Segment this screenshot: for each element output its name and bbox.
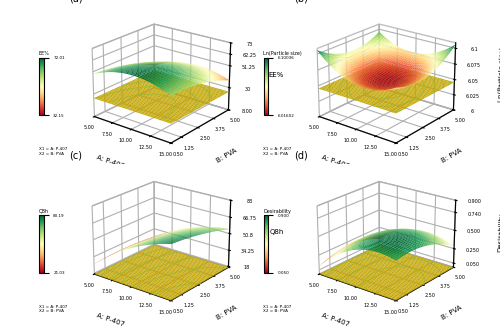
Y-axis label: B: PVA: B: PVA — [215, 147, 238, 164]
X-axis label: A: P-407: A: P-407 — [321, 312, 350, 327]
Text: (b): (b) — [294, 0, 308, 4]
Text: Desirability: Desirability — [264, 209, 291, 214]
Text: (a): (a) — [70, 0, 83, 4]
Text: Q8h: Q8h — [38, 209, 48, 214]
Text: X1 = A: P-407
X2 = B: PVA: X1 = A: P-407 X2 = B: PVA — [264, 305, 292, 313]
X-axis label: A: P-407: A: P-407 — [96, 312, 126, 327]
Text: (d): (d) — [294, 151, 308, 161]
Y-axis label: B: PVA: B: PVA — [440, 305, 462, 321]
X-axis label: A: P-407: A: P-407 — [96, 155, 126, 170]
Y-axis label: B: PVA: B: PVA — [215, 305, 238, 321]
Text: (c): (c) — [70, 151, 82, 161]
Text: EE%: EE% — [38, 51, 50, 56]
X-axis label: A: P-407: A: P-407 — [321, 155, 350, 170]
Text: X1 = A: P-407
X2 = B: PVA: X1 = A: P-407 X2 = B: PVA — [38, 305, 67, 313]
Text: X1 = A: P-407
X2 = B: PVA: X1 = A: P-407 X2 = B: PVA — [38, 147, 67, 156]
Text: X1 = A: P-407
X2 = B: PVA: X1 = A: P-407 X2 = B: PVA — [264, 147, 292, 156]
Text: Ln(Particle size): Ln(Particle size) — [264, 51, 302, 56]
Y-axis label: B: PVA: B: PVA — [440, 147, 462, 164]
